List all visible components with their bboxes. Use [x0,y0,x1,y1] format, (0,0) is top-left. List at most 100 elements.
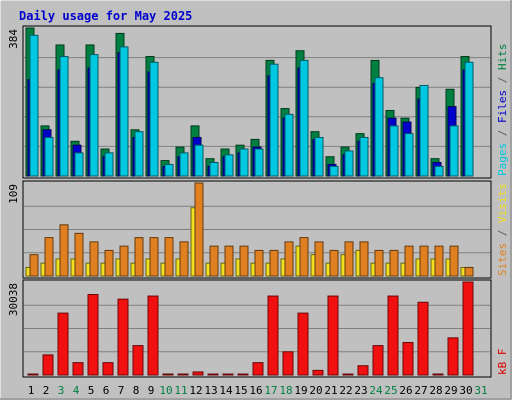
panel-sites-visits: 109 Sites / Visits [7,180,509,279]
bar-pages-files-hits-pages-day-14 [224,154,234,177]
bar-sites-visits-sites-day-1 [29,254,39,277]
day-label-14: 14 [219,384,233,397]
x-axis-day-labels: 1 2 3 4 5 6 7 8 9 10 11 12 13 14 15 16 17 18 19 20 21 22 23 24 2… [28,384,488,397]
day-label-17: 17 [264,384,277,397]
series-kb-f [27,281,474,376]
axis-title-part: / [496,223,509,243]
day-label-29: 29 [444,384,457,397]
bar-sites-visits-sites-day-12 [194,182,204,277]
bar-sites-visits-sites-day-17 [269,249,279,277]
bar-pages-files-hits-pages-day-11 [179,152,189,177]
day-label-9: 9 [148,384,155,397]
day-label-18: 18 [279,384,292,397]
bar-pages-files-hits-pages-day-5 [89,54,99,177]
bar-kbf-kb-f-day-26 [402,341,414,376]
bar-pages-files-hits-pages-day-6 [104,152,114,177]
bar-pages-files-hits-pages-day-21 [329,165,339,177]
bar-kbf-kb-f-day-21 [327,295,339,376]
bar-sites-visits-sites-day-10 [164,237,174,277]
bar-pages-files-hits-pages-day-23 [359,136,369,177]
bar-sites-visits-sites-day-3 [59,224,69,277]
bar-kbf-kb-f-day-27 [417,301,429,376]
bar-kbf-kb-f-day-14 [222,373,234,376]
day-label-2: 2 [43,384,50,397]
bar-pages-files-hits-pages-day-13 [209,162,219,177]
day-label-13: 13 [204,384,217,397]
bar-pages-files-hits-pages-day-19 [299,59,309,177]
bar-sites-visits-sites-day-30 [464,266,474,277]
bar-pages-files-hits-pages-day-8 [134,131,144,177]
bar-kbf-kb-f-day-8 [132,345,144,376]
day-label-24: 24 [369,384,383,397]
axis-title-part: Files [496,90,509,123]
bar-sites-visits-sites-day-19 [299,237,309,277]
axis-title-part: Hits [496,44,509,71]
day-label-11: 11 [174,384,187,397]
bar-pages-files-hits-pages-day-1 [29,34,39,177]
series-pages [29,34,474,177]
day-label-26: 26 [399,384,412,397]
bar-kbf-kb-f-day-24 [372,345,384,376]
bar-kbf-kb-f-day-4 [72,362,84,376]
bar-pages-files-hits-pages-day-18 [284,113,294,177]
axis-title-part: / [496,123,509,143]
day-label-8: 8 [133,384,140,397]
bar-kbf-kb-f-day-13 [207,373,219,376]
bar-kbf-kb-f-day-9 [147,295,159,376]
day-label-21: 21 [324,384,337,397]
bar-kbf-kb-f-day-25 [387,295,399,376]
bar-pages-files-hits-pages-day-2 [44,136,54,177]
y-axis-max-label: 109 [7,184,20,204]
day-label-16: 16 [249,384,262,397]
bar-pages-files-hits-pages-day-20 [314,136,324,177]
bar-sites-visits-sites-day-8 [134,237,144,277]
bar-pages-files-hits-pages-day-28 [434,165,444,177]
bar-kbf-kb-f-day-29 [447,337,459,376]
bar-sites-visits-sites-day-15 [239,245,249,277]
axis-title-sites-visits: Sites / Visits [496,183,509,276]
bar-sites-visits-sites-day-23 [359,241,369,277]
axis-title-part: Visits [496,183,509,223]
day-label-7: 7 [118,384,125,397]
bar-kbf-kb-f-day-30 [462,281,474,376]
day-label-30: 30 [459,384,472,397]
bar-kbf-kb-f-day-6 [102,362,114,376]
bar-pages-files-hits-pages-day-10 [164,163,174,177]
bar-kbf-kb-f-day-11 [177,373,189,376]
bar-pages-files-hits-pages-day-22 [344,150,354,177]
bar-sites-visits-sites-day-29 [449,245,459,277]
bar-sites-visits-sites-day-24 [374,249,384,277]
bar-kbf-kb-f-day-19 [297,312,309,376]
axis-title-part: / [496,70,509,90]
bar-sites-visits-sites-day-16 [254,249,264,277]
bar-kbf-kb-f-day-1 [27,373,39,376]
bar-pages-files-hits-pages-day-30 [464,61,474,177]
day-label-19: 19 [294,384,307,397]
bar-pages-files-hits-pages-day-3 [59,56,69,177]
bar-kbf-kb-f-day-28 [432,373,444,376]
bar-pages-files-hits-pages-day-29 [449,125,459,177]
bar-sites-visits-sites-day-4 [74,232,84,277]
day-label-28: 28 [429,384,442,397]
bar-sites-visits-sites-day-25 [389,249,399,277]
bar-kbf-kb-f-day-5 [87,294,99,376]
axis-title-pages-files-hits: Pages / Files / Hits [496,44,509,177]
bar-sites-visits-sites-day-27 [419,245,429,277]
panel-pages-files-hits: 384 Pages / Files / Hits [7,25,509,179]
day-label-5: 5 [88,384,95,397]
panel-kbf: 30038 kB F [7,279,509,378]
bar-pages-files-hits-pages-day-15 [239,148,249,177]
bar-sites-visits-sites-day-20 [314,241,324,277]
bar-sites-visits-sites-day-14 [224,245,234,277]
axis-title-kbf: kB F [496,349,509,376]
bar-kbf-kb-f-day-18 [282,351,294,376]
bar-sites-visits-sites-day-18 [284,241,294,277]
bar-kbf-kb-f-day-17 [267,295,279,376]
bar-sites-visits-sites-day-28 [434,245,444,277]
axis-title-part: kB F [496,349,509,376]
axis-title-part: Pages [496,143,509,176]
bar-kbf-kb-f-day-15 [237,373,249,376]
bar-sites-visits-sites-day-22 [344,241,354,277]
bar-pages-files-hits-pages-day-7 [119,46,129,177]
